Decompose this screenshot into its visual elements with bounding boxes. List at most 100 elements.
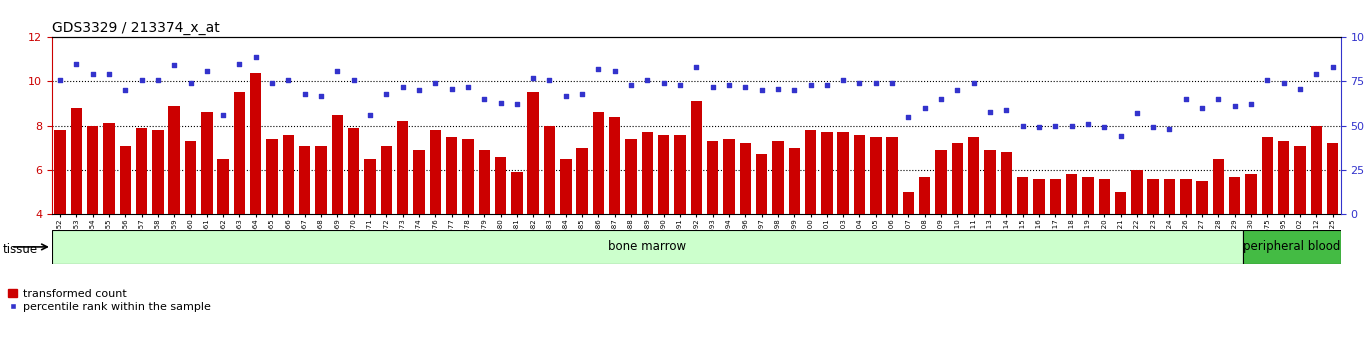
Bar bbox=[1278, 141, 1289, 214]
Bar bbox=[495, 156, 506, 214]
Bar bbox=[348, 128, 359, 214]
Bar bbox=[1147, 179, 1159, 214]
Bar bbox=[610, 117, 621, 214]
Point bbox=[522, 75, 544, 81]
Point bbox=[1078, 121, 1099, 127]
Point bbox=[1028, 125, 1050, 130]
Bar bbox=[381, 145, 391, 214]
Point bbox=[750, 87, 772, 93]
Point bbox=[767, 86, 788, 91]
Bar bbox=[217, 159, 229, 214]
Point bbox=[1305, 72, 1327, 77]
Bar bbox=[674, 135, 686, 214]
Bar bbox=[1196, 181, 1209, 214]
Bar bbox=[1163, 179, 1176, 214]
Bar bbox=[512, 172, 522, 214]
Bar bbox=[1082, 177, 1094, 214]
Bar bbox=[625, 139, 637, 214]
Bar bbox=[250, 73, 262, 214]
Point bbox=[1012, 123, 1034, 129]
Point bbox=[588, 66, 610, 72]
Bar bbox=[936, 150, 947, 214]
Bar bbox=[462, 139, 473, 214]
Bar bbox=[985, 150, 996, 214]
Point bbox=[848, 80, 870, 86]
Bar bbox=[870, 137, 881, 214]
Point bbox=[1045, 123, 1067, 129]
Point bbox=[1240, 102, 1262, 107]
Point bbox=[115, 87, 136, 93]
Bar bbox=[71, 108, 82, 214]
Bar bbox=[104, 124, 115, 214]
Text: bone marrow: bone marrow bbox=[608, 240, 686, 253]
Point bbox=[881, 80, 903, 86]
Bar bbox=[1245, 175, 1256, 214]
Point bbox=[1061, 123, 1083, 129]
Point bbox=[506, 102, 528, 107]
Point bbox=[261, 80, 282, 86]
Point bbox=[277, 77, 299, 82]
Point bbox=[441, 86, 462, 91]
Bar bbox=[837, 132, 848, 214]
Bar bbox=[136, 128, 147, 214]
Bar bbox=[690, 101, 702, 214]
Bar bbox=[397, 121, 408, 214]
Point bbox=[996, 107, 1018, 113]
Point bbox=[832, 77, 854, 82]
Point bbox=[783, 87, 805, 93]
Bar bbox=[299, 145, 311, 214]
Point bbox=[539, 77, 561, 82]
Point bbox=[164, 63, 186, 68]
Bar bbox=[364, 159, 375, 214]
Point bbox=[1322, 64, 1344, 70]
Point bbox=[1273, 80, 1294, 86]
Point bbox=[604, 68, 626, 74]
Bar bbox=[919, 177, 930, 214]
Text: peripheral blood: peripheral blood bbox=[1243, 240, 1341, 253]
Point bbox=[979, 109, 1001, 114]
Bar bbox=[854, 135, 865, 214]
Bar bbox=[233, 92, 246, 214]
Bar bbox=[739, 143, 752, 214]
Bar bbox=[1131, 170, 1143, 214]
Bar bbox=[446, 137, 457, 214]
Bar bbox=[169, 106, 180, 214]
Bar bbox=[756, 154, 768, 214]
Bar bbox=[430, 130, 441, 214]
Bar bbox=[153, 130, 164, 214]
Point bbox=[734, 84, 756, 90]
Bar bbox=[1034, 179, 1045, 214]
Point bbox=[1110, 133, 1132, 139]
Point bbox=[408, 87, 430, 93]
Point bbox=[131, 77, 153, 82]
Point bbox=[213, 112, 235, 118]
Point bbox=[424, 80, 446, 86]
Point bbox=[1207, 96, 1229, 102]
Bar bbox=[331, 115, 344, 214]
Point bbox=[359, 112, 381, 118]
Bar bbox=[723, 139, 735, 214]
Point bbox=[930, 96, 952, 102]
Point bbox=[293, 91, 315, 97]
Bar bbox=[1098, 179, 1110, 214]
Bar bbox=[707, 141, 719, 214]
Point bbox=[391, 84, 413, 90]
Bar bbox=[55, 130, 65, 214]
Point bbox=[717, 82, 739, 88]
Point bbox=[375, 91, 397, 97]
Bar bbox=[184, 141, 196, 214]
Point bbox=[816, 82, 837, 88]
Bar bbox=[1213, 159, 1224, 214]
Point bbox=[572, 91, 593, 97]
Bar bbox=[968, 137, 979, 214]
Bar bbox=[593, 113, 604, 214]
Bar bbox=[266, 139, 278, 214]
Bar bbox=[805, 130, 816, 214]
Point bbox=[799, 82, 821, 88]
Point bbox=[670, 82, 692, 88]
Bar bbox=[1049, 179, 1061, 214]
Bar bbox=[1114, 192, 1127, 214]
Point bbox=[1289, 86, 1311, 91]
Point bbox=[342, 77, 364, 82]
Bar bbox=[952, 143, 963, 214]
